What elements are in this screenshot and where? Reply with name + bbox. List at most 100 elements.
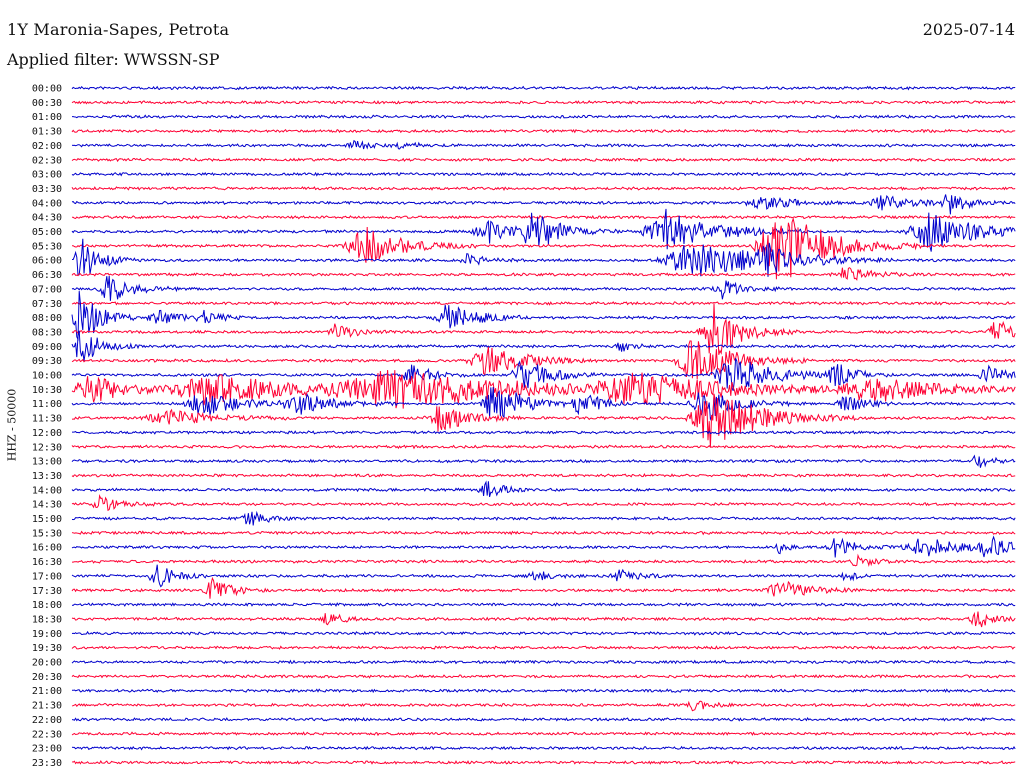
seismic-trace bbox=[71, 139, 1016, 150]
row-time-label: 08:30 bbox=[32, 327, 62, 338]
row-time-label: 21:00 bbox=[32, 686, 62, 697]
row-time-label: 07:00 bbox=[32, 284, 62, 295]
row-time-label: 17:30 bbox=[32, 586, 62, 597]
seismic-trace bbox=[71, 157, 1016, 163]
row-time-label: 14:30 bbox=[32, 500, 62, 511]
seismic-trace bbox=[72, 114, 1016, 120]
seismic-trace bbox=[71, 454, 1016, 468]
row-time-label: 04:30 bbox=[32, 213, 62, 224]
row-time-label: 04:00 bbox=[32, 198, 62, 209]
seismic-trace bbox=[71, 688, 1016, 694]
row-time-label: 10:30 bbox=[32, 385, 62, 396]
row-time-label: 19:00 bbox=[32, 629, 62, 640]
seismic-trace bbox=[71, 186, 1016, 192]
row-time-label: 00:30 bbox=[32, 98, 62, 109]
seismic-trace bbox=[71, 493, 1016, 512]
row-time-label: 03:00 bbox=[32, 170, 62, 181]
seismic-trace bbox=[71, 759, 1016, 765]
seismic-trace bbox=[71, 208, 1016, 252]
row-time-label: 11:30 bbox=[32, 414, 62, 425]
station-title: 1Y Maronia-Sapes, Petrota bbox=[7, 20, 230, 39]
seismic-trace bbox=[71, 745, 1016, 751]
row-time-label: 12:30 bbox=[32, 442, 62, 453]
seismic-trace bbox=[71, 674, 1016, 679]
row-time-label: 18:00 bbox=[32, 600, 62, 611]
seismic-trace bbox=[71, 510, 1016, 526]
seismic-trace bbox=[71, 473, 1016, 478]
seismic-trace bbox=[71, 330, 1016, 362]
seismic-trace bbox=[71, 171, 1016, 177]
row-time-label: 01:30 bbox=[32, 127, 62, 138]
seismic-trace bbox=[71, 100, 1016, 105]
seismic-trace bbox=[71, 291, 1016, 342]
seismic-trace bbox=[71, 535, 1016, 558]
row-time-label: 16:30 bbox=[32, 557, 62, 568]
seismic-trace bbox=[71, 358, 1016, 391]
seismic-trace bbox=[71, 275, 1016, 301]
row-time-label: 02:30 bbox=[32, 155, 62, 166]
row-time-label: 20:00 bbox=[32, 658, 62, 669]
seismic-trace bbox=[71, 611, 1016, 628]
seismic-trace bbox=[71, 530, 1016, 536]
seismic-trace bbox=[71, 645, 1016, 650]
seismic-trace bbox=[71, 128, 1016, 134]
row-time-label: 09:30 bbox=[32, 356, 62, 367]
seismic-trace bbox=[71, 386, 1016, 421]
row-time-label: 14:00 bbox=[32, 485, 62, 496]
row-time-label: 23:30 bbox=[32, 758, 62, 769]
seismic-trace bbox=[71, 267, 1016, 281]
seismic-trace bbox=[71, 700, 1016, 712]
seismic-trace bbox=[71, 576, 1016, 599]
row-time-label: 22:00 bbox=[32, 715, 62, 726]
date-label: 2025-07-14 bbox=[922, 20, 1015, 39]
row-time-label: 16:00 bbox=[32, 543, 62, 554]
row-time-label: 09:00 bbox=[32, 342, 62, 353]
seismic-trace bbox=[71, 393, 1016, 448]
row-time-label: 18:30 bbox=[32, 614, 62, 625]
row-time-label: 03:30 bbox=[32, 184, 62, 195]
row-time-label: 12:00 bbox=[32, 428, 62, 439]
row-time-label: 05:30 bbox=[32, 241, 62, 252]
seismic-trace bbox=[71, 444, 1016, 450]
row-time-label: 02:00 bbox=[32, 141, 62, 152]
row-time-label: 06:30 bbox=[32, 270, 62, 281]
seismic-trace bbox=[71, 303, 1016, 355]
seismic-trace bbox=[71, 85, 1016, 91]
seismic-trace bbox=[71, 480, 1016, 498]
row-time-label: 11:00 bbox=[32, 399, 62, 410]
seismic-trace bbox=[71, 602, 1016, 607]
filter-label: Applied filter: WWSSN-SP bbox=[7, 50, 220, 69]
row-time-label: 10:00 bbox=[32, 371, 62, 382]
seismic-trace bbox=[72, 430, 1016, 435]
seismic-trace bbox=[71, 659, 1016, 665]
row-time-label: 01:00 bbox=[32, 112, 62, 123]
row-time-label: 23:00 bbox=[32, 744, 62, 755]
seismic-trace bbox=[71, 717, 1016, 722]
seismic-trace bbox=[71, 731, 1016, 737]
seismic-trace bbox=[71, 369, 1016, 409]
seismic-trace bbox=[72, 553, 1016, 567]
row-time-label: 06:00 bbox=[32, 256, 62, 267]
seismic-trace bbox=[71, 630, 1016, 636]
row-time-label: 05:00 bbox=[32, 227, 62, 238]
row-time-label: 00:00 bbox=[32, 84, 62, 95]
seismic-trace bbox=[71, 564, 1016, 588]
row-time-label: 08:00 bbox=[32, 313, 62, 324]
seismic-trace bbox=[72, 216, 1016, 280]
row-time-label: 17:00 bbox=[32, 571, 62, 582]
seismic-trace bbox=[71, 300, 1016, 306]
seismic-trace bbox=[72, 238, 1016, 277]
row-time-label: 22:30 bbox=[32, 729, 62, 740]
seismic-trace bbox=[71, 194, 1016, 215]
row-time-label: 15:30 bbox=[32, 528, 62, 539]
row-time-label: 21:30 bbox=[32, 701, 62, 712]
row-time-label: 15:00 bbox=[32, 514, 62, 525]
row-time-label: 13:30 bbox=[32, 471, 62, 482]
row-time-label: 07:30 bbox=[32, 299, 62, 310]
row-time-label: 13:00 bbox=[32, 457, 62, 468]
row-time-label: 20:30 bbox=[32, 672, 62, 683]
seismic-trace bbox=[72, 214, 1016, 220]
seismic-trace bbox=[71, 340, 1016, 380]
row-time-label: 19:30 bbox=[32, 643, 62, 654]
